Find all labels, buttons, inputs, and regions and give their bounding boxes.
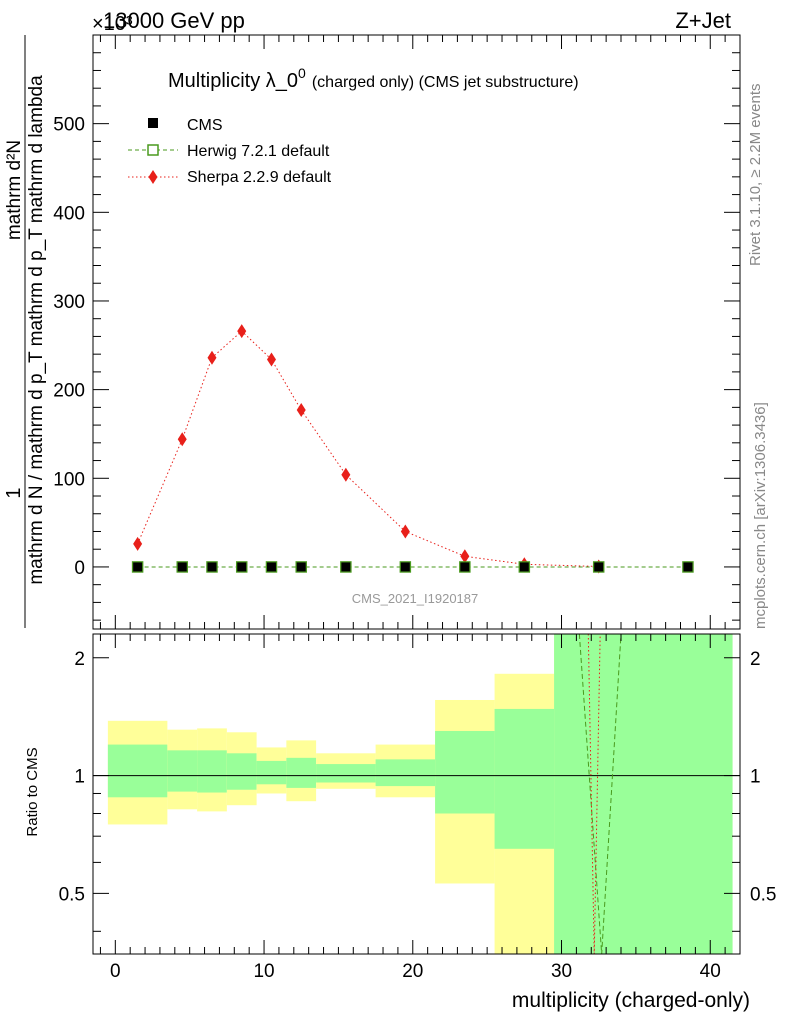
sherpa-point-1 <box>177 432 187 447</box>
y-tick-label-500: 500 <box>53 115 85 136</box>
cms-point-8 <box>460 562 470 572</box>
y-axis-label-text: mathrm d N / mathrm d p_T mathrm d p_T m… <box>26 75 47 585</box>
ratio-band-inner-6 <box>316 764 376 783</box>
ratio-band-inner-4 <box>256 760 287 785</box>
cms-point-1 <box>177 562 187 572</box>
herwig-point-1 <box>176 561 188 573</box>
y-axis-label-numerator: mathrm d²N <box>4 140 25 240</box>
legend-marker-sherpa <box>148 170 158 184</box>
x-tick-label-30: 30 <box>551 961 572 982</box>
ratio-plot-frame <box>92 633 741 955</box>
analysis-id: CMS_2021_I1920187 <box>352 591 479 606</box>
cms-point-7 <box>400 562 410 572</box>
sherpa-point-7 <box>400 524 410 539</box>
herwig-point-7 <box>399 561 412 573</box>
sherpa-point-6 <box>341 467 351 482</box>
y-tick-label-300: 300 <box>53 292 85 313</box>
ratio-tick-label-right-2: 2 <box>750 649 761 670</box>
herwig-point-6 <box>340 561 352 573</box>
y-tick-label-400: 400 <box>53 203 85 224</box>
cms-point-4 <box>266 562 276 572</box>
ratio-tick-label-left-2: 2 <box>74 649 85 670</box>
legend-label-sherpa: Sherpa 2.2.9 default <box>187 169 332 186</box>
cms-point-6 <box>341 562 351 572</box>
ratio-band-inner-0 <box>107 744 168 798</box>
herwig-point-9 <box>518 561 531 573</box>
y-axis-label-ratio: Ratio to CMS <box>24 747 41 836</box>
legend-label-herwig: Herwig 7.2.1 default <box>187 143 330 160</box>
process-label: Z+Jet <box>675 8 731 33</box>
sherpa-point-0 <box>133 536 143 551</box>
cms-point-2 <box>207 562 217 572</box>
title-rest: (charged only) (CMS jet substructure) <box>312 74 579 91</box>
main-series <box>131 324 694 574</box>
sherpa-point-8 <box>460 549 470 564</box>
ratio-band-inner-10 <box>554 634 733 954</box>
legend-item-herwig: Herwig 7.2.1 default <box>128 143 330 160</box>
legend-item-cms: CMS <box>148 117 223 134</box>
mcplots-label: mcplots.cern.ch [arXiv:1306.3436] <box>752 402 769 629</box>
legend-marker-cms <box>148 118 158 128</box>
ratio-band-inner-8 <box>435 730 495 814</box>
cms-point-3 <box>237 562 247 572</box>
cms-point-0 <box>133 562 143 572</box>
ratio-band-inner-7 <box>375 759 436 787</box>
herwig-point-2 <box>206 561 218 573</box>
ratio-band-inner-1 <box>167 750 198 792</box>
herwig-point-10 <box>592 561 605 573</box>
legend: CMS Herwig 7.2.1 default Sherpa 2.2.9 de… <box>128 117 332 186</box>
herwig-point-11 <box>682 561 694 573</box>
ratio-tick-label-left-1: 1 <box>74 767 85 788</box>
ratio-band-inner-3 <box>226 753 257 790</box>
x-tick-label-40: 40 <box>700 961 721 982</box>
legend-label-cms: CMS <box>187 117 223 134</box>
sherpa-point-2 <box>207 350 217 365</box>
ratio-tick-label-left-0: 0.5 <box>59 884 85 905</box>
y-tick-label-100: 100 <box>53 469 85 490</box>
plot-title: Multiplicity λ_00 (charged only) (CMS jet… <box>168 65 579 92</box>
title-main: Multiplicity λ_0 <box>168 70 298 92</box>
sherpa-point-3 <box>237 324 247 339</box>
x-tick-label-20: 20 <box>402 961 423 982</box>
sherpa-point-4 <box>266 352 276 367</box>
x-tick-label-10: 10 <box>253 961 274 982</box>
y-tick-label-0: 0 <box>74 558 85 579</box>
herwig-point-4 <box>265 561 278 573</box>
ratio-band-inner-9 <box>494 708 555 849</box>
ratio-band-inner-5 <box>286 757 317 788</box>
cms-point-5 <box>296 562 306 572</box>
herwig-point-5 <box>295 561 307 573</box>
herwig-point-0 <box>131 561 144 573</box>
axis-ticks <box>93 35 740 954</box>
cms-point-9 <box>519 562 529 572</box>
ratio-tick-label-right-0: 0.5 <box>750 884 776 905</box>
y-axis-label-one: 1 <box>3 487 25 498</box>
ratio-uncertainty-bands <box>107 634 733 954</box>
main-plot-frame <box>92 34 741 630</box>
energy-label: 13000 GeV pp <box>103 8 245 33</box>
x-tick-label-0: 0 <box>110 961 121 982</box>
y-axis-label-main: 1 mathrm d N / mathrm d p_T mathrm d p_T… <box>3 35 47 628</box>
ratio-band-inner-2 <box>197 750 227 793</box>
herwig-point-3 <box>235 561 248 573</box>
title-sup: 0 <box>298 65 306 81</box>
exponent-label: ×10³ <box>92 13 133 35</box>
cms-point-10 <box>594 562 604 572</box>
x-axis-label: multiplicity (charged-only) <box>512 989 750 1012</box>
legend-marker-herwig <box>147 144 159 156</box>
cms-point-11 <box>683 562 693 572</box>
series-line-2 <box>137 330 599 567</box>
rivet-label: Rivet 3.1.10, ≥ 2.2M events <box>747 84 764 267</box>
herwig-point-8 <box>459 561 471 573</box>
legend-item-sherpa: Sherpa 2.2.9 default <box>128 169 332 186</box>
ratio-tick-label-right-1: 1 <box>750 767 761 788</box>
y-tick-label-200: 200 <box>53 381 85 402</box>
sherpa-point-5 <box>296 403 306 418</box>
